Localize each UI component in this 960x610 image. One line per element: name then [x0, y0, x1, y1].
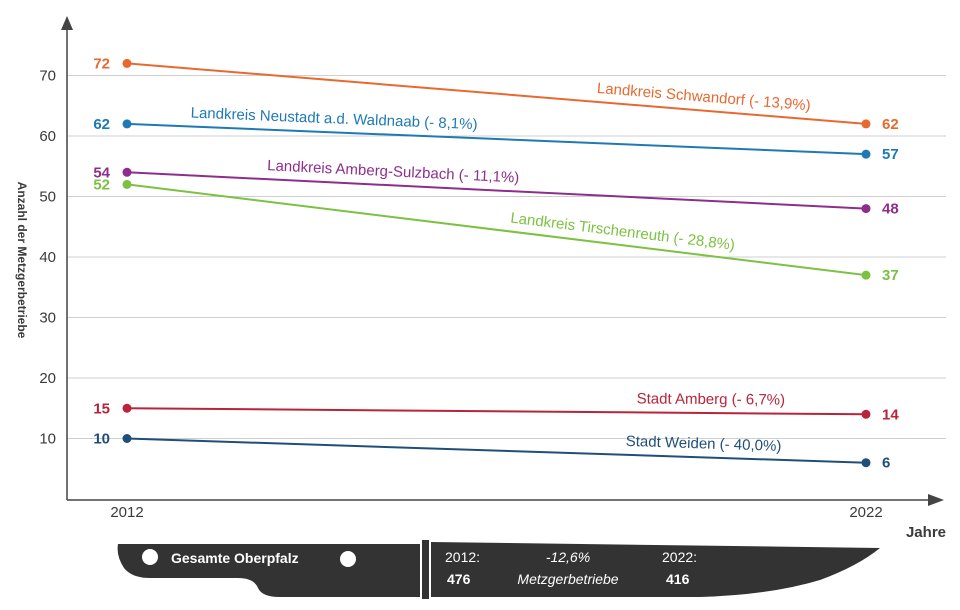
gridlines: [67, 75, 946, 439]
x-tick-label: 2012: [110, 504, 143, 521]
data-point: [861, 119, 871, 129]
series-line: [126, 437, 867, 464]
data-label: 15: [93, 400, 110, 417]
summary-end-value: 416: [666, 571, 690, 587]
y-axis-arrow-icon: [61, 16, 73, 30]
data-label: 48: [882, 201, 899, 218]
data-point: [861, 149, 871, 159]
data-point: [122, 58, 132, 68]
data-label: 72: [93, 55, 110, 72]
series-line: [126, 171, 867, 210]
y-tick-label: 70: [39, 68, 56, 85]
series-line: [126, 62, 867, 125]
data-point: [122, 167, 132, 177]
data-point: [122, 179, 132, 189]
data-label: 10: [93, 431, 110, 448]
knife-blade-icon: [431, 542, 880, 597]
data-label: 62: [882, 116, 899, 133]
knife-rivet-icon: [340, 551, 356, 567]
axes: [61, 16, 944, 506]
y-tick-label: 30: [39, 310, 56, 327]
series-group: 72 62 Landkreis Schwandorf (- 13,9%) 62 57 La…: [93, 55, 899, 471]
series-2: 54 48 Landkreis Amberg-Sulzbach (- 11,1%): [93, 157, 898, 217]
series-3: 52 37 Landkreis Tirschenreuth (- 28,8%): [93, 176, 898, 284]
series-5: 10 6 Stadt Weiden (- 40,0%): [93, 431, 890, 472]
data-label: 54: [93, 164, 110, 181]
series-name-label: Landkreis Tirschenreuth (- 28,8%): [510, 210, 736, 254]
series-line: [126, 407, 867, 416]
data-point: [122, 119, 132, 129]
y-axis-title: Anzahl der Metzgerbetriebe: [15, 182, 29, 339]
data-point: [122, 434, 132, 443]
summary-start-value: 476: [447, 571, 471, 587]
summary-change: -12,6%: [546, 549, 590, 565]
series-4: 15 14 Stadt Amberg (- 6,7%): [93, 390, 899, 423]
summary-unit: Metzgerbetriebe: [517, 571, 618, 587]
y-tick-labels: 10 20 30 40 50 60 70: [39, 68, 56, 448]
series-line: [126, 122, 867, 156]
summary-start-label: 2012:: [445, 549, 480, 565]
y-tick-label: 60: [39, 128, 56, 145]
data-point: [861, 409, 871, 419]
series-line: [126, 183, 867, 277]
data-point: [861, 458, 871, 468]
series-name-label: Landkreis Schwandorf (- 13,9%): [596, 80, 811, 114]
data-label: 57: [882, 146, 899, 163]
data-label: 37: [882, 267, 899, 284]
data-point: [861, 204, 871, 214]
summary-end-label: 2022:: [662, 549, 697, 565]
data-label: 62: [93, 116, 110, 133]
data-label: 14: [882, 406, 899, 423]
series-name-label: Stadt Weiden (- 40,0%): [626, 433, 782, 455]
data-point: [122, 403, 132, 413]
summary-title: Gesamte Oberpfalz: [171, 550, 299, 566]
knife-rivet-icon: [142, 549, 158, 565]
x-tick-labels: 2012 2022: [110, 504, 882, 521]
data-label: 6: [882, 455, 890, 472]
x-tick-label: 2022: [849, 504, 882, 521]
y-tick-label: 10: [39, 431, 56, 448]
summary-knife-banner: Gesamte Oberpfalz 2012: 476 -12,6% Metzg…: [117, 540, 880, 599]
y-tick-label: 20: [39, 370, 56, 387]
series-name-label: Stadt Amberg (- 6,7%): [637, 390, 786, 408]
x-axis-title: Jahre: [906, 524, 946, 541]
y-tick-label: 40: [39, 249, 56, 266]
data-label: 52: [93, 176, 110, 193]
data-point: [861, 270, 871, 280]
x-axis-arrow-icon: [928, 494, 944, 506]
y-tick-label: 50: [39, 189, 56, 206]
knife-bolster: [422, 540, 429, 599]
series-name-label: Landkreis Amberg-Sulzbach (- 11,1%): [267, 157, 520, 186]
